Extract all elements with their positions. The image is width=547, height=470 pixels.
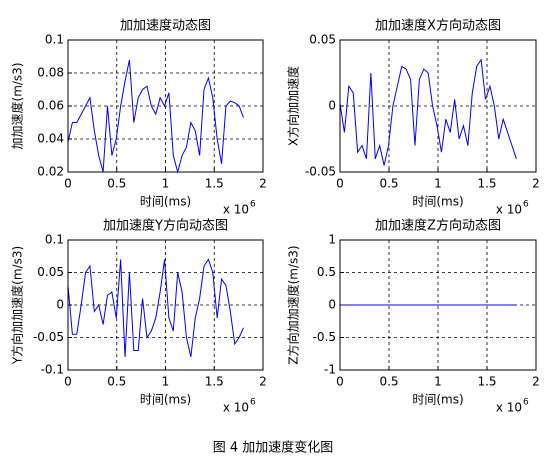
x-tick-label: 0.5	[379, 177, 398, 191]
y-tick-label: 0.1	[45, 33, 64, 47]
y-tick-label: 0.02	[37, 165, 64, 179]
x-multiplier-exponent: 6	[523, 398, 529, 408]
x-tick-label: 1	[162, 177, 170, 191]
x-tick-label: 1	[162, 375, 170, 389]
y-tick-label: 0.1	[45, 233, 64, 247]
y-axis-label: X方向加加速度	[286, 66, 301, 146]
y-tick-label: 0.05	[309, 33, 336, 47]
x-axis-label: 时间(ms)	[412, 195, 463, 209]
y-axis-label: Z方向加加速度(m/s3)	[286, 245, 301, 364]
x-tick-label: 0	[64, 375, 72, 389]
chart-title: 加加速度动态图	[120, 18, 211, 34]
x-tick-label: 2	[259, 177, 267, 191]
axes-box	[67, 39, 264, 173]
y-axis-label: 加加速度(m/s3)	[10, 63, 25, 150]
x-tick-label: 0.5	[379, 375, 398, 389]
chart-title: 加加速度Y方向动态图	[103, 218, 228, 234]
x-multiplier: x 10	[223, 401, 249, 415]
data-line	[339, 58, 517, 166]
x-tick-label: 1.5	[477, 375, 496, 389]
x-tick-label: 0.5	[107, 375, 126, 389]
x-axis-label: 时间(ms)	[140, 195, 191, 209]
y-tick-label: -1	[324, 363, 336, 377]
x-tick-label: 1.5	[477, 177, 496, 191]
x-tick-label: 2	[532, 177, 540, 191]
y-tick-label: 0	[56, 298, 64, 312]
x-tick-label: 1	[434, 375, 442, 389]
x-axis-label: 时间(ms)	[412, 393, 463, 407]
y-tick-label: -0.05	[305, 165, 336, 179]
axes-box	[339, 39, 537, 173]
y-tick-label: 0.05	[37, 265, 64, 279]
y-tick-label: 1	[328, 233, 336, 247]
x-tick-label: 0	[336, 177, 344, 191]
x-tick-label: 0	[336, 375, 344, 389]
chart-title: 加加速度Z方向动态图	[375, 218, 501, 234]
y-tick-label: 0.08	[37, 66, 64, 80]
y-tick-label: 0.06	[37, 99, 64, 113]
x-tick-label: 1.5	[205, 375, 224, 389]
data-line	[67, 258, 244, 358]
axes-box	[67, 239, 264, 371]
x-multiplier: x 10	[223, 203, 249, 217]
figure-caption: 图 4 加加速度变化图	[213, 440, 334, 456]
axes-box	[339, 239, 537, 371]
x-tick-label: 0	[64, 177, 72, 191]
x-multiplier: x 10	[496, 203, 522, 217]
x-multiplier-exponent: 6	[523, 200, 529, 210]
x-multiplier: x 10	[496, 401, 522, 415]
x-tick-label: 2	[259, 375, 267, 389]
x-tick-label: 2	[532, 375, 540, 389]
chart-title: 加加速度X方向动态图	[375, 18, 501, 34]
x-multiplier-exponent: 6	[250, 200, 256, 210]
y-tick-label: -0.5	[313, 330, 336, 344]
y-tick-label: 0.5	[317, 265, 336, 279]
x-tick-label: 1	[434, 177, 442, 191]
y-axis-label: Y方向加加速度(m/s3)	[10, 246, 25, 365]
y-tick-label: -0.05	[33, 330, 64, 344]
y-tick-label: 0	[328, 99, 336, 113]
y-tick-label: -0.1	[41, 363, 64, 377]
y-tick-label: 0.04	[37, 132, 64, 146]
data-line	[67, 59, 244, 174]
x-multiplier-exponent: 6	[250, 398, 256, 408]
x-tick-label: 1.5	[205, 177, 224, 191]
y-tick-label: 0	[328, 298, 336, 312]
x-axis-label: 时间(ms)	[140, 393, 191, 407]
x-tick-label: 0.5	[107, 177, 126, 191]
